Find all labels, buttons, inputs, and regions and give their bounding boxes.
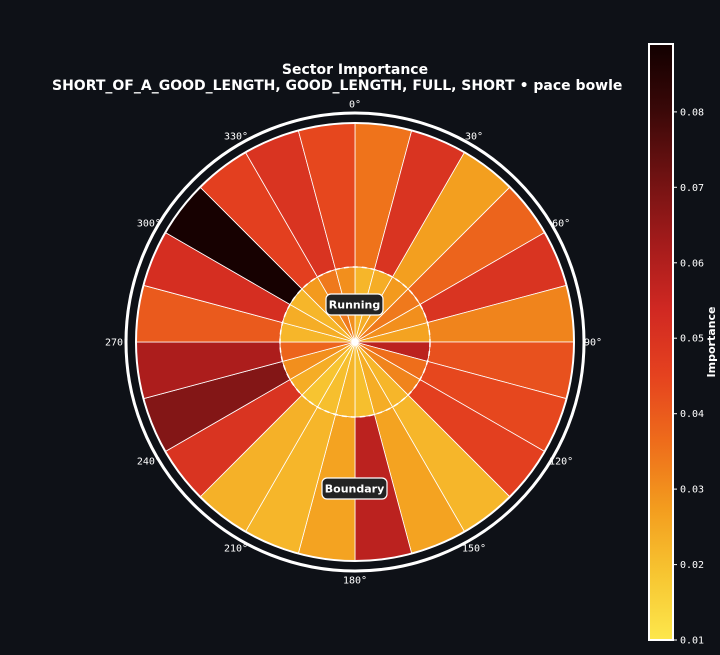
angle-label-120: 120° <box>549 457 573 468</box>
boundary-label: Boundary <box>321 477 388 500</box>
angle-label-0: 0° <box>349 100 361 111</box>
colorbar-tick-label: 0.06 <box>680 258 704 269</box>
colorbar-gradient <box>648 43 674 641</box>
inner-sectors <box>279 266 431 418</box>
angle-label-330: 330° <box>224 131 248 142</box>
outer-sectors <box>135 122 575 562</box>
angle-label-270: 270° <box>105 338 129 349</box>
colorbar-tick-label: 0.05 <box>680 334 704 345</box>
colorbar-ticks: 0.01 0.02 0.03 0.04 0.05 0.06 0.07 0.08 <box>673 107 704 647</box>
angle-labels: 0° 30° 60° 90° 120° 150° 180° 210° 240° 270° 300° 3… <box>105 100 602 587</box>
angle-label-30: 30° <box>465 131 483 142</box>
polar-plot: 0° 30° 60° 90° 120° 150° 180° 210° 240° 270° 300° 3… <box>105 100 602 587</box>
colorbar-tick-label: 0.04 <box>680 409 704 420</box>
colorbar: 0.01 0.02 0.03 0.04 0.05 0.06 0.07 0.08 Importa… <box>648 43 718 647</box>
plot-edge <box>135 122 575 562</box>
chart-title: Sector Importance <box>282 62 428 78</box>
angle-label-240: 240° <box>137 457 161 468</box>
colorbar-tick-label: 0.07 <box>680 183 704 194</box>
running-label-text: Running <box>329 299 380 312</box>
angle-label-150: 150° <box>462 544 486 555</box>
angle-label-60: 60° <box>552 219 570 230</box>
zone-divider <box>279 266 431 418</box>
chart-subtitle: SHORT_OF_A_GOOD_LENGTH, GOOD_LENGTH, FUL… <box>52 78 622 94</box>
colorbar-tick-label: 0.01 <box>680 636 704 647</box>
running-label: Running <box>325 293 384 316</box>
angle-label-180: 180° <box>343 576 367 587</box>
colorbar-tick-label: 0.02 <box>680 560 704 571</box>
boundary-label-text: Boundary <box>325 483 385 496</box>
colorbar-label: Importance <box>705 307 718 378</box>
angle-label-300: 300° <box>137 219 161 230</box>
angle-label-210: 210° <box>224 544 248 555</box>
outer-ring-white <box>124 111 586 573</box>
colorbar-tick-label: 0.08 <box>680 107 704 118</box>
colorbar-tick-label: 0.03 <box>680 485 704 496</box>
angle-label-90: 90° <box>584 338 602 349</box>
outer-ring-gap <box>128 115 582 569</box>
